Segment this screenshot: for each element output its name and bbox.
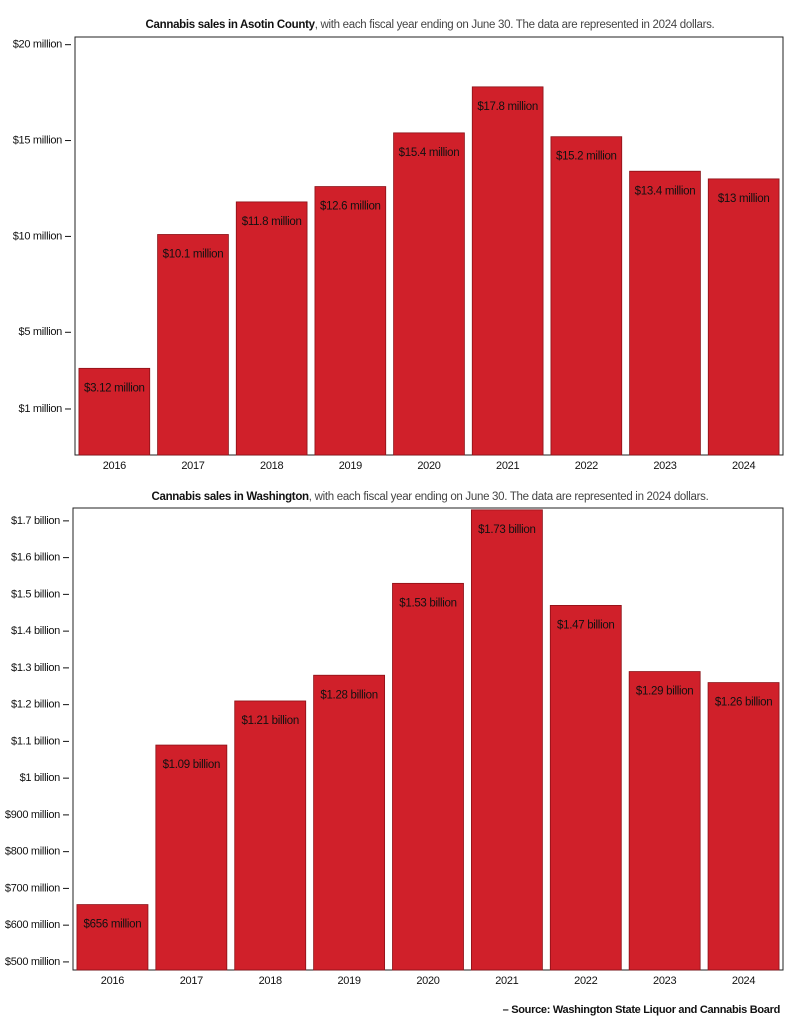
y-tick-label: $10 million: [13, 230, 62, 242]
bar: [157, 234, 229, 456]
bar: [707, 178, 780, 456]
y-tick-label: $20 million: [13, 39, 62, 51]
bar: [76, 904, 149, 971]
y-tick-label: $1.7 billion: [11, 515, 60, 527]
value-label: $1.47 billion: [557, 619, 614, 631]
y-tick-label: $1.3 billion: [11, 662, 60, 674]
value-label: $656 million: [84, 919, 142, 931]
y-tick-label: $1.1 billion: [11, 735, 60, 747]
value-label: $13 million: [718, 193, 770, 205]
title-sub: , with each fiscal year ending on June 3…: [309, 491, 709, 503]
x-tick-label: 2020: [417, 460, 440, 472]
bar: [707, 682, 780, 971]
y-tick-label: $15 million: [13, 134, 62, 146]
value-label: $12.6 million: [320, 201, 381, 213]
title-main: Cannabis sales in Washington: [151, 491, 309, 503]
source: – Source: Washington State Liquor and Ca…: [503, 1004, 780, 1016]
y-tick-label: $1.4 billion: [11, 625, 60, 637]
value-label: $1.09 billion: [163, 759, 220, 771]
x-tick-label: 2023: [653, 460, 676, 472]
bar: [314, 186, 387, 456]
x-tick-label: 2020: [416, 975, 439, 987]
x-tick-label: 2022: [574, 975, 597, 987]
value-label: $11.8 million: [242, 216, 302, 228]
x-tick-label: 2019: [337, 975, 360, 987]
value-label: $13.4 million: [635, 185, 696, 197]
bar: [471, 86, 544, 456]
y-tick-label: $1 million: [19, 403, 63, 415]
x-tick-label: 2024: [732, 460, 755, 472]
bar: [549, 604, 622, 971]
value-label: $1.28 billion: [320, 689, 377, 701]
bar: [235, 201, 308, 456]
value-label: $15.4 million: [399, 147, 460, 159]
y-tick-label: $1 billion: [20, 772, 61, 784]
y-tick-label: $5 million: [19, 326, 63, 338]
y-tick-label: $1.5 billion: [11, 588, 60, 600]
x-tick-label: 2021: [495, 975, 518, 987]
y-tick-label: $900 million: [5, 809, 60, 821]
title-main: Cannabis sales in Asotin County: [146, 19, 316, 31]
value-label: $1.73 billion: [478, 524, 535, 536]
y-tick-label: $700 million: [5, 882, 60, 894]
value-label: $15.2 million: [556, 151, 617, 163]
x-tick-label: 2019: [339, 460, 362, 472]
bar: [313, 674, 386, 971]
value-label: $1.21 billion: [241, 715, 298, 727]
x-tick-label: 2021: [496, 460, 519, 472]
y-tick-label: $800 million: [5, 846, 60, 858]
chart-title: Cannabis sales in Washington, with each …: [151, 491, 708, 503]
bar: [155, 744, 228, 971]
x-tick-label: 2016: [101, 975, 124, 987]
bar: [550, 136, 623, 456]
value-label: $1.53 billion: [399, 597, 456, 609]
value-label: $10.1 million: [163, 249, 224, 261]
y-tick-label: $600 million: [5, 919, 60, 931]
title-sub: , with each fiscal year ending on June 3…: [315, 19, 715, 31]
bar: [628, 671, 701, 971]
value-label: $17.8 million: [477, 101, 538, 113]
x-tick-label: 2024: [732, 975, 755, 987]
y-tick-label: $1.2 billion: [11, 699, 60, 711]
y-tick-label: $500 million: [5, 956, 60, 968]
x-tick-label: 2023: [653, 975, 676, 987]
x-tick-label: 2018: [260, 460, 283, 472]
x-tick-label: 2017: [180, 975, 203, 987]
x-tick-label: 2018: [259, 975, 282, 987]
y-tick-label: $1.6 billion: [11, 552, 60, 564]
bar: [470, 509, 543, 971]
bar: [392, 582, 464, 971]
x-tick-label: 2022: [575, 460, 598, 472]
bar: [629, 170, 701, 456]
bar: [393, 132, 465, 456]
x-tick-label: 2016: [103, 460, 126, 472]
value-label: $3.12 million: [84, 382, 145, 394]
value-label: $1.26 billion: [715, 697, 772, 709]
bar: [234, 700, 307, 971]
chart-title: Cannabis sales in Asotin County, with ea…: [146, 19, 715, 31]
x-tick-label: 2017: [181, 460, 204, 472]
value-label: $1.29 billion: [636, 686, 693, 698]
bar: [78, 367, 151, 456]
